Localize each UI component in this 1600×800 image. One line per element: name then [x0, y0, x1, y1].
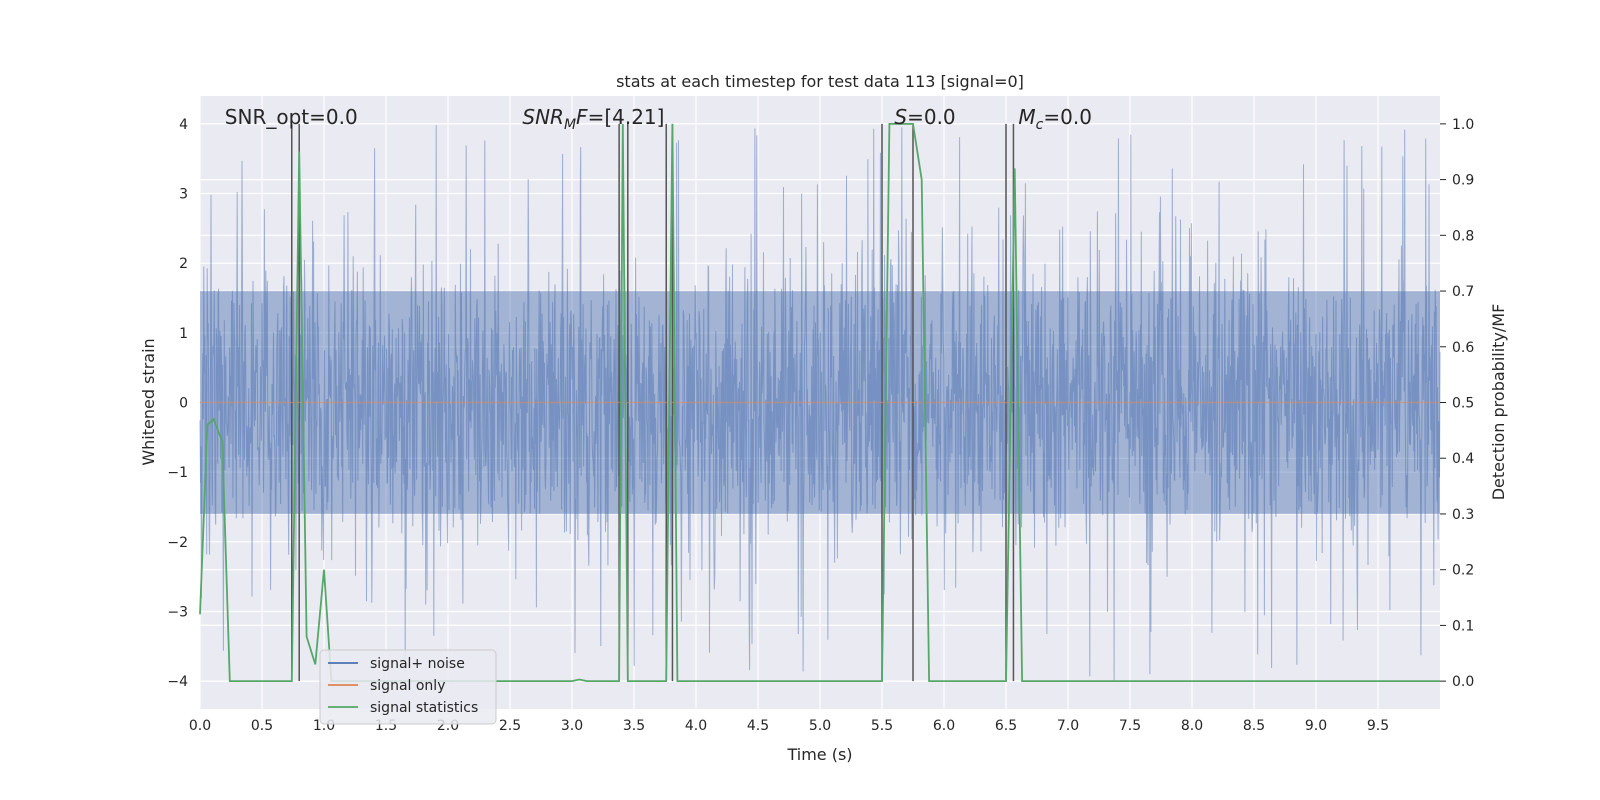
- x-tick-label-8: 4.0: [685, 718, 707, 734]
- y-right-tick-label-4: 0.6: [1452, 340, 1474, 356]
- x-tick-label-17: 8.5: [1243, 718, 1265, 734]
- y-left-tick-label-4: 0: [179, 396, 188, 412]
- x-tick-label-6: 3.0: [561, 718, 583, 734]
- noise-trace: [199, 125, 1441, 681]
- y-left-tick-label-8: −4: [167, 674, 188, 690]
- legend-label-signal-only: signal only: [370, 678, 445, 694]
- annotation-1: SNRMF=[4.21]: [522, 105, 664, 133]
- y-left-tick-labels: 4 3 2 1 0 −1 −2 −3 −4: [167, 117, 188, 690]
- y-axis-label-left: Whitened strain: [139, 338, 158, 465]
- y-right-tick-label-9: 0.1: [1452, 618, 1474, 634]
- x-tick-label-12: 6.0: [933, 718, 955, 734]
- y-right-tick-labels: 1.0 0.9 0.8 0.7 0.6 0.5 0.4 0.3 0.2 0.1 0.0: [1440, 117, 1474, 690]
- annotation-2: S=0.0: [894, 105, 955, 129]
- x-tick-label-1: 0.5: [251, 718, 273, 734]
- y-right-tick-label-8: 0.2: [1452, 563, 1474, 579]
- annotations: SNR_opt=0.0 SNRMF=[4.21] S=0.0 Mc=0.0: [225, 105, 1092, 133]
- x-tick-label-19: 9.5: [1367, 718, 1389, 734]
- x-tick-label-0: 0.0: [189, 718, 211, 734]
- y-left-tick-label-5: −1: [167, 465, 188, 481]
- y-left-tick-label-6: −2: [167, 535, 188, 551]
- x-tick-label-7: 3.5: [623, 718, 645, 734]
- x-tick-label-11: 5.5: [871, 718, 893, 734]
- y-right-tick-label-0: 1.0: [1452, 117, 1474, 133]
- chart-title: stats at each timestep for test data 113…: [616, 72, 1024, 91]
- y-left-tick-label-7: −3: [167, 604, 188, 620]
- x-tick-label-9: 4.5: [747, 718, 769, 734]
- series-signal-statistics: [199, 123, 1440, 682]
- legend: signal+ noise signal only signal statist…: [319, 649, 497, 725]
- annotation-0: SNR_opt=0.0: [225, 105, 358, 129]
- signal-statistics-line: [199, 123, 1440, 682]
- y-right-tick-label-10: 0.0: [1452, 674, 1474, 690]
- legend-label-signal-noise: signal+ noise: [370, 656, 465, 672]
- legend-label-signal-statistics: signal statistics: [370, 700, 478, 716]
- legend-box: [319, 649, 497, 725]
- x-tick-label-13: 6.5: [995, 718, 1017, 734]
- y-left-tick-label-2: 2: [179, 256, 188, 272]
- x-tick-label-5: 2.5: [499, 718, 521, 734]
- y-right-tick-label-5: 0.5: [1452, 396, 1474, 412]
- y-right-tick-label-1: 0.9: [1452, 173, 1474, 189]
- y-left-tick-label-0: 4: [179, 117, 188, 133]
- x-tick-label-14: 7.0: [1057, 718, 1079, 734]
- y-right-tick-label-2: 0.8: [1452, 228, 1474, 244]
- x-tick-labels: 0.0 0.5 1.0 1.5 2.0 2.5 3.0 3.5 4.0 4.5 5.0 5.5 6.0 6…: [189, 718, 1389, 734]
- y-left-tick-label-1: 3: [179, 187, 188, 203]
- y-right-tick-label-7: 0.3: [1452, 507, 1474, 523]
- x-tick-label-10: 5.0: [809, 718, 831, 734]
- x-tick-label-16: 8.0: [1181, 718, 1203, 734]
- y-right-tick-label-6: 0.4: [1452, 451, 1474, 467]
- annotation-3: Mc=0.0: [1018, 105, 1092, 133]
- y-axis-label-right: Detection probability/MF: [1489, 304, 1508, 501]
- y-left-tick-label-3: 1: [179, 326, 188, 342]
- x-tick-label-18: 9.0: [1305, 718, 1327, 734]
- y-right-tick-label-3: 0.7: [1452, 284, 1474, 300]
- x-axis-label: Time (s): [786, 745, 852, 764]
- x-tick-label-15: 7.5: [1119, 718, 1141, 734]
